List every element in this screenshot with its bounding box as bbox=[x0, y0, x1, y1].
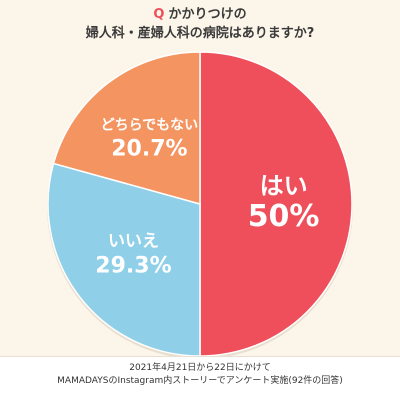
footnote-source: MAMADAYSのInstagram内ストーリーでアンケート実施(92件の回答) bbox=[57, 376, 343, 386]
slice-category-label-2: いいえ bbox=[108, 232, 159, 252]
slice-value-label-1: 50% bbox=[248, 199, 320, 234]
title-line-1: かかりつけの bbox=[168, 7, 247, 22]
slice-category-label-3: どちらでもない bbox=[101, 117, 199, 133]
survey-footnote: 2021年4月21日から22日にかけて MAMADAYSのInstagram内ス… bbox=[0, 356, 400, 400]
chart-title: Q かかりつけの 婦人科・産婦人科の病院はありますか? bbox=[0, 6, 400, 43]
slice-value-label-3: 20.7% bbox=[111, 136, 187, 161]
slice-value-label-2: 29.3% bbox=[95, 254, 171, 279]
slice-category-label-1: はい bbox=[260, 172, 308, 200]
title-line-2: 婦人科・産婦人科の病院はありますか? bbox=[85, 26, 315, 41]
footnote-date: 2021年4月21日から22日にかけて bbox=[129, 363, 271, 373]
pie-slice-1 bbox=[199, 51, 353, 357]
question-mark-label: Q bbox=[153, 7, 165, 22]
pie-slice-2 bbox=[47, 162, 201, 357]
pie-slice-3 bbox=[52, 51, 201, 205]
